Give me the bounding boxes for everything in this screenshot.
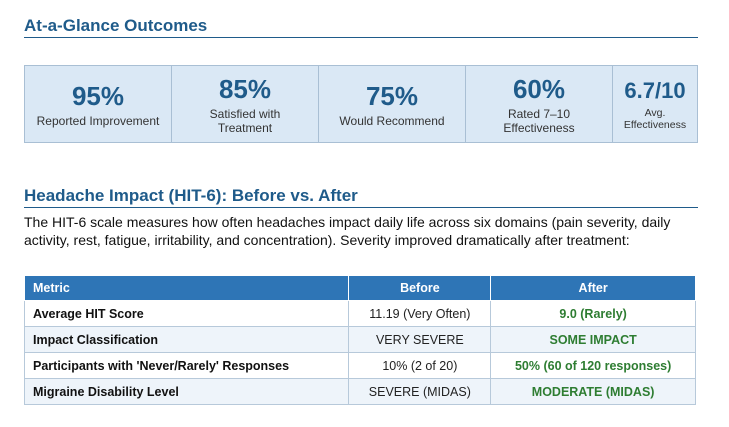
after-cell: 9.0 (Rarely) [490,300,696,327]
stat-value: 60% [512,73,566,104]
column-header-after: After [490,275,696,301]
impact-description: The HIT-6 scale measures how often heada… [24,214,671,248]
stat-avg-effectiveness: 6.7/10 Avg. Effectiveness [613,66,697,142]
before-cell: 11.19 (Very Often) [348,300,492,327]
column-header-metric: Metric [23,275,350,301]
stat-value: 95% [71,80,125,111]
stat-rated-effectiveness: 60% Rated 7–10 Effectiveness [466,66,613,142]
outcomes-divider [24,37,698,38]
outcomes-title: At-a-Glance Outcomes [24,16,208,35]
metric-cell: Migraine Disability Level [23,378,350,405]
impact-divider [24,207,698,208]
stat-label: Would Recommend [339,113,445,128]
before-cell: VERY SEVERE [348,326,492,353]
stat-value: 75% [365,80,419,111]
table-header-row: Metric Before After [23,275,696,301]
metric-cell: Impact Classification [23,326,350,353]
table-row: Impact Classification VERY SEVERE SOME I… [23,326,696,353]
outcomes-stats-panel: 95% Reported Improvement 85% Satisfied w… [24,65,698,143]
hit6-table: Metric Before After Average HIT Score 11… [23,275,696,405]
stat-label: Rated 7–10 Effectiveness [503,106,575,135]
table-row: Migraine Disability Level SEVERE (MIDAS)… [23,378,696,405]
table-row: Average HIT Score 11.19 (Very Often) 9.0… [23,300,696,327]
column-header-before: Before [348,275,492,301]
before-cell: 10% (2 of 20) [348,352,492,379]
stat-label: Satisfied with Treatment [209,106,281,135]
stat-value: 85% [218,73,272,104]
after-cell: MODERATE (MIDAS) [490,378,696,405]
stat-value: 6.7/10 [624,77,686,103]
before-cell: SEVERE (MIDAS) [348,378,492,405]
stat-satisfied: 85% Satisfied with Treatment [172,66,319,142]
table-row: Participants with 'Never/Rarely' Respons… [23,352,696,379]
stat-label: Avg. Effectiveness [623,106,687,131]
metric-cell: Average HIT Score [23,300,350,327]
stat-label: Reported Improvement [36,113,160,128]
stat-would-recommend: 75% Would Recommend [319,66,466,142]
metric-cell: Participants with 'Never/Rarely' Respons… [23,352,350,379]
impact-title: Headache Impact (HIT-6): Before vs. Afte… [24,186,358,205]
after-cell: SOME IMPACT [490,326,696,353]
stat-reported-improvement: 95% Reported Improvement [25,66,172,142]
after-cell: 50% (60 of 120 responses) [490,352,696,379]
